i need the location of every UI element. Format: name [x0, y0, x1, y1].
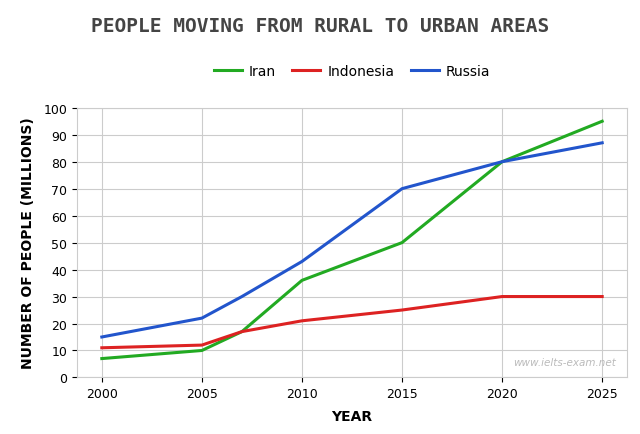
Russia [499, 160, 506, 165]
X-axis label: YEAR: YEAR [332, 408, 372, 423]
Russia [398, 187, 406, 192]
Indonesia [198, 343, 205, 348]
Iran [198, 348, 205, 353]
Russia [298, 259, 306, 264]
Line: Russia: Russia [102, 144, 602, 337]
Russia [198, 316, 205, 321]
Iran [598, 119, 606, 125]
Iran [238, 329, 246, 335]
Line: Indonesia: Indonesia [102, 297, 602, 348]
Iran [98, 356, 106, 362]
Iran [398, 240, 406, 246]
Line: Iran: Iran [102, 122, 602, 359]
Indonesia [499, 294, 506, 299]
Indonesia [598, 294, 606, 299]
Indonesia [98, 345, 106, 351]
Text: PEOPLE MOVING FROM RURAL TO URBAN AREAS: PEOPLE MOVING FROM RURAL TO URBAN AREAS [91, 17, 549, 36]
Text: www.ielts-exam.net: www.ielts-exam.net [513, 357, 616, 367]
Russia [598, 141, 606, 146]
Legend: Iran, Indonesia, Russia: Iran, Indonesia, Russia [209, 59, 495, 84]
Indonesia [298, 319, 306, 324]
Indonesia [238, 329, 246, 335]
Y-axis label: NUMBER OF PEOPLE (MILLIONS): NUMBER OF PEOPLE (MILLIONS) [21, 118, 35, 368]
Iran [499, 160, 506, 165]
Russia [238, 294, 246, 299]
Indonesia [398, 308, 406, 313]
Russia [98, 335, 106, 340]
Iran [298, 278, 306, 283]
